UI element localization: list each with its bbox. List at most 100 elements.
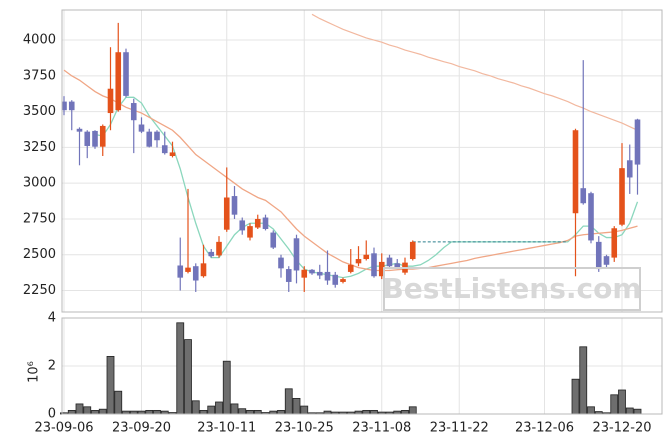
volume-bar: [284, 388, 293, 415]
y-tick-label: 3250: [23, 140, 56, 155]
candle-body: [324, 271, 331, 281]
volume-bar: [362, 409, 371, 415]
candle-body: [409, 241, 416, 260]
volume-bar: [618, 389, 626, 415]
candle-body: [130, 103, 137, 121]
candle-body: [301, 269, 308, 278]
candle-body: [285, 269, 292, 282]
volume-bar: [91, 409, 99, 415]
candle-body: [378, 261, 385, 277]
candle-body: [247, 226, 253, 238]
candle-body: [363, 254, 370, 260]
x-tick-label: 23-09-20: [112, 421, 171, 436]
candle-body: [611, 228, 618, 258]
volume-bar: [67, 409, 76, 415]
y-tick-label: 3750: [23, 68, 56, 83]
candle-body: [340, 279, 346, 282]
price-frame: [61, 9, 663, 313]
candle-body: [626, 160, 633, 178]
candle-body: [161, 145, 168, 154]
volume-bar: [176, 322, 185, 415]
volume-bar: [587, 406, 595, 415]
candle-body: [123, 52, 129, 96]
x-tick-label: 23-12-20: [592, 421, 651, 436]
volume-bar: [579, 346, 588, 415]
candle-body: [231, 196, 238, 215]
candle-body: [200, 263, 207, 277]
volume-bar: [253, 409, 262, 415]
candle-body: [588, 193, 594, 241]
candle-body: [138, 124, 145, 132]
candle-body: [332, 274, 339, 285]
volume-bar: [300, 405, 309, 415]
volume-multiplier: 10⁶: [27, 361, 42, 383]
volume-bar: [610, 394, 619, 415]
candle-body: [254, 218, 261, 228]
x-tick-label: 23-10-11: [197, 421, 256, 436]
candle-body: [146, 131, 153, 147]
x-tick-label: 23-12-06: [515, 421, 574, 436]
candle-body: [154, 131, 160, 141]
x-tick-label: 23-09-06: [34, 421, 93, 436]
candle-body: [68, 101, 75, 111]
volume-bar: [246, 409, 254, 415]
candle-body: [223, 197, 230, 230]
y-tick-label: 0: [48, 407, 56, 422]
candle-body: [386, 257, 393, 267]
y-tick-label: 4000: [23, 33, 56, 48]
candle-body: [634, 119, 641, 165]
candle-body: [216, 241, 222, 256]
candle-body: [580, 188, 587, 204]
watermark: BestListens.com: [382, 272, 641, 305]
y-tick-label: 2500: [23, 247, 56, 262]
x-tick-label: 23-11-08: [352, 421, 411, 436]
volume-bar: [75, 403, 84, 415]
volume-bar: [191, 400, 200, 415]
candle-body: [278, 257, 284, 269]
volume-bar: [571, 378, 580, 415]
candle-body: [270, 232, 277, 248]
volume-bar: [199, 409, 208, 415]
candle-body: [76, 128, 83, 132]
candle-body: [262, 217, 269, 229]
candle-body: [394, 263, 401, 268]
candle-body: [595, 241, 602, 270]
candle-body: [177, 265, 184, 278]
volume-bar: [98, 408, 107, 415]
volume-bar: [207, 405, 216, 415]
y-tick-label: 3500: [23, 104, 56, 119]
candle-body: [572, 130, 579, 214]
volume-bar: [408, 406, 417, 415]
y-tick-label: 2750: [23, 211, 56, 226]
volume-bar: [184, 339, 192, 415]
volume-bar: [633, 408, 642, 415]
candle-body: [185, 267, 191, 272]
candle-body: [239, 220, 246, 231]
candle-body: [92, 130, 98, 147]
candle-body: [84, 131, 91, 146]
y-tick-label: 3000: [23, 176, 56, 191]
volume-bar: [401, 409, 409, 415]
volume-bar: [83, 406, 92, 415]
candle-body: [62, 101, 67, 111]
candle-body: [355, 259, 362, 264]
volume-bar: [277, 409, 285, 415]
candle-body: [169, 152, 176, 156]
marks: [60, 13, 642, 415]
candle-body: [192, 266, 199, 281]
candle-body: [371, 253, 377, 277]
y-tick-label: 2: [48, 359, 56, 374]
candle-body: [293, 238, 300, 271]
x-tick-label: 23-11-22: [430, 421, 489, 436]
volume-bar: [370, 409, 378, 415]
volume-bar: [222, 360, 231, 415]
volume-bar: [625, 407, 634, 415]
volume-bar: [215, 401, 223, 415]
candle-body: [603, 256, 610, 265]
volume-frame: [61, 317, 663, 415]
volume-bar: [145, 409, 154, 415]
volume-bar: [106, 355, 115, 415]
candle-body: [316, 271, 323, 276]
